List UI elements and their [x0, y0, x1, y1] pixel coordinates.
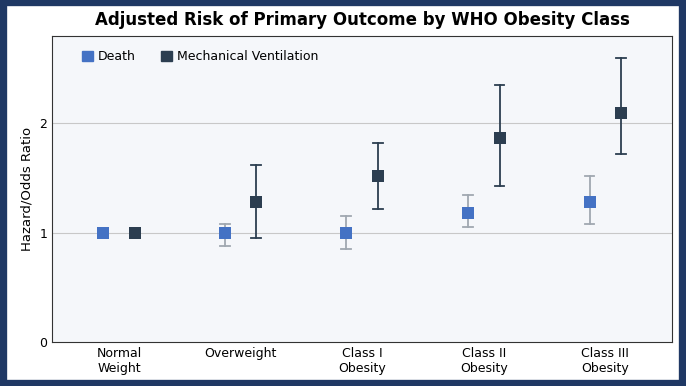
- Y-axis label: Hazard/Odds Ratio: Hazard/Odds Ratio: [21, 127, 34, 251]
- Legend: Death, Mechanical Ventilation: Death, Mechanical Ventilation: [77, 45, 324, 68]
- Title: Adjusted Risk of Primary Outcome by WHO Obesity Class: Adjusted Risk of Primary Outcome by WHO …: [95, 11, 630, 29]
